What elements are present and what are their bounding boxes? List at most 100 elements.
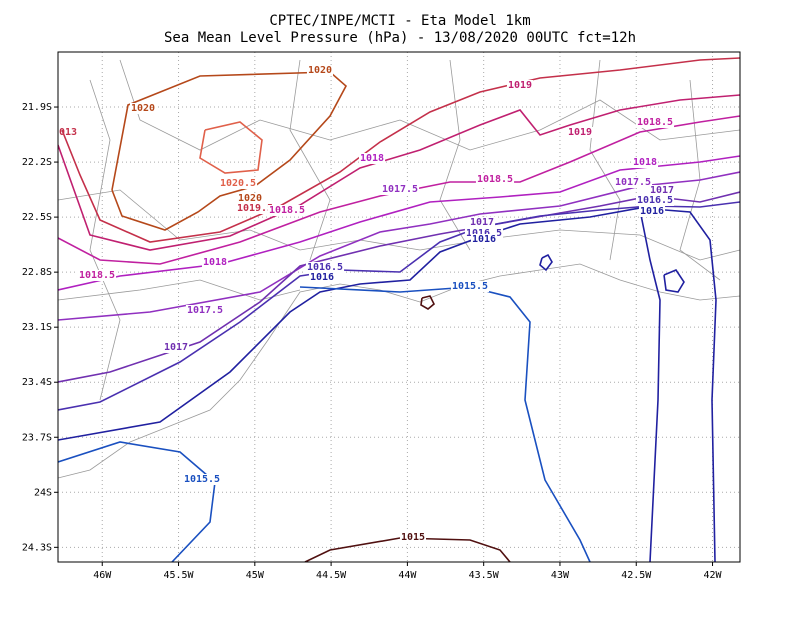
border bbox=[89, 79, 121, 401]
contour-label: 1018.5 bbox=[269, 205, 305, 216]
x-tick-label: 42W bbox=[704, 570, 723, 581]
label-background bbox=[162, 342, 190, 353]
label-background bbox=[267, 205, 307, 216]
contour-label: 1016.5 bbox=[637, 195, 673, 206]
y-tick-label: 22.2S bbox=[22, 157, 52, 168]
contour-label: 1020 bbox=[308, 65, 332, 76]
contour-label: 1018 bbox=[633, 157, 657, 168]
x-tick-label: 46W bbox=[93, 570, 112, 581]
x-tick-label: 42.5W bbox=[621, 570, 652, 581]
isobar bbox=[58, 441, 216, 562]
coastline bbox=[57, 263, 741, 479]
y-tick-label: 22.5S bbox=[22, 212, 52, 223]
contour-label: 1020 bbox=[131, 103, 155, 114]
contour-label: 1017 bbox=[470, 217, 494, 228]
title: CPTEC/INPE/MCTI - Eta Model 1km bbox=[269, 13, 530, 29]
contour-label: 1017.5 bbox=[187, 305, 223, 316]
contour-label: 1018.5 bbox=[79, 270, 115, 281]
y-tick-label: 24S bbox=[34, 487, 52, 498]
y-tick-label: 23.7S bbox=[22, 432, 52, 443]
contour-label: 1016.5 bbox=[307, 262, 343, 273]
label-background bbox=[468, 217, 496, 228]
x-tick-label: 43W bbox=[551, 570, 570, 581]
x-tick-label: 45W bbox=[246, 570, 265, 581]
border bbox=[439, 59, 471, 251]
label-background bbox=[185, 305, 225, 316]
x-tick-label: 44W bbox=[398, 570, 417, 581]
label-background bbox=[182, 474, 222, 485]
label-background bbox=[506, 80, 534, 91]
y-tick-label: 24.3S bbox=[22, 542, 52, 553]
contour-label: 1017 bbox=[650, 185, 674, 196]
contour-label: 1020 bbox=[238, 193, 262, 204]
label-background bbox=[464, 228, 504, 239]
label-background bbox=[218, 178, 258, 189]
border bbox=[119, 59, 741, 151]
label-background bbox=[648, 185, 676, 196]
isobar bbox=[304, 537, 511, 562]
contour-label: 1016 bbox=[310, 272, 334, 283]
x-tick-label: 44.5W bbox=[316, 570, 347, 581]
contour-label: 1019 bbox=[508, 80, 532, 91]
label-background bbox=[129, 103, 157, 114]
label-background bbox=[201, 257, 229, 268]
contour-label: 1019 bbox=[568, 127, 592, 138]
label-background bbox=[306, 65, 334, 76]
border bbox=[57, 189, 741, 261]
x-tick-label: 43.5W bbox=[469, 570, 500, 581]
contour-label: 1016.5 bbox=[466, 228, 502, 239]
contour-label: 1018.5 bbox=[477, 174, 513, 185]
label-background bbox=[638, 206, 666, 217]
y-tick-label: 23.4S bbox=[22, 377, 52, 388]
contour-label: 1017.5 bbox=[382, 184, 418, 195]
isobar bbox=[199, 121, 263, 174]
subtitle: Sea Mean Level Pressure (hPa) - 13/08/20… bbox=[164, 30, 636, 46]
isobar bbox=[639, 209, 661, 562]
contour-label: 1017.5 bbox=[615, 177, 651, 188]
label-background bbox=[77, 270, 117, 281]
contour-label: 1016 bbox=[472, 234, 496, 245]
x-tick-label: 45.5W bbox=[163, 570, 194, 581]
contour-label: 1015 bbox=[401, 532, 425, 543]
border bbox=[679, 79, 721, 281]
label-background bbox=[236, 193, 264, 204]
contour-label: 1018 bbox=[360, 153, 384, 164]
label-background bbox=[380, 184, 420, 195]
isobar bbox=[539, 253, 553, 272]
label-background bbox=[635, 117, 675, 128]
contour-label: 013 bbox=[59, 127, 77, 138]
label-background bbox=[399, 532, 427, 543]
boundaries bbox=[57, 59, 741, 479]
label-background bbox=[308, 272, 336, 283]
y-tick-label: 21.9S bbox=[22, 102, 52, 113]
label-background bbox=[566, 127, 594, 138]
plot-frame bbox=[57, 51, 741, 563]
label-background bbox=[358, 153, 386, 164]
contour-label: 1020.5 bbox=[220, 178, 256, 189]
y-tick-label: 22.8S bbox=[22, 267, 52, 278]
isobar bbox=[420, 295, 435, 310]
isobar bbox=[111, 71, 348, 231]
border bbox=[289, 59, 331, 261]
isobar bbox=[663, 269, 685, 293]
contour-label: 1015.5 bbox=[184, 474, 220, 485]
contour-label: 1019.5 bbox=[237, 203, 273, 214]
label-background bbox=[450, 281, 490, 292]
contour-label: 1015.5 bbox=[452, 281, 488, 292]
label-background bbox=[235, 203, 275, 214]
contour-label: 1018.5 bbox=[637, 117, 673, 128]
label-background bbox=[305, 262, 345, 273]
label-background bbox=[470, 234, 498, 245]
isobar bbox=[58, 94, 740, 251]
y-tick-label: 23.1S bbox=[22, 322, 52, 333]
isobar bbox=[299, 286, 591, 562]
label-background bbox=[635, 195, 675, 206]
contour-label: 1017 bbox=[164, 342, 188, 353]
isobar bbox=[58, 171, 740, 321]
label-background bbox=[631, 157, 659, 168]
contour-label: 1016 bbox=[640, 206, 664, 217]
label-background bbox=[475, 174, 515, 185]
contour-label: 1018 bbox=[203, 257, 227, 268]
